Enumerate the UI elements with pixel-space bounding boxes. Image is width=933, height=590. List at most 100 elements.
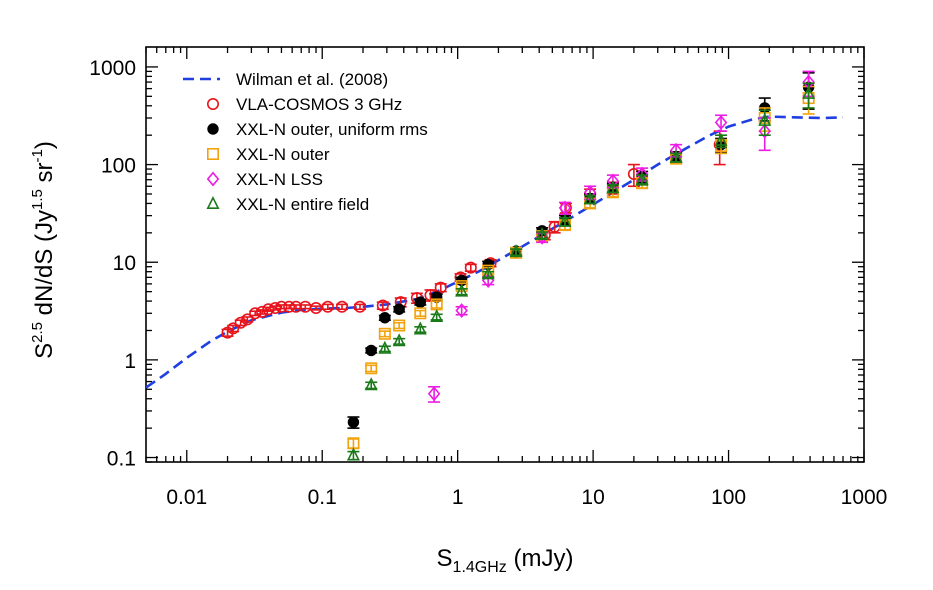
y-axis-title-part: sr: [31, 162, 58, 189]
data-point: [606, 180, 620, 194]
data-point: [548, 220, 561, 234]
y-axis-title: S2.5 dN/dS (Jy1.5 sr-1): [29, 141, 58, 359]
data-point: [669, 149, 683, 163]
plot-series: [146, 70, 844, 461]
point-marker: [414, 296, 427, 308]
point-marker: [430, 308, 444, 322]
data-point: [430, 308, 444, 322]
y-axis-title-part: ): [31, 141, 58, 149]
axis-titles: S1.4GHz (mJy)S2.5 dN/dS (Jy1.5 sr-1): [29, 141, 573, 576]
y-tick-label: 1000: [89, 57, 136, 80]
legend-item: XXL-N outer, uniform rms: [207, 120, 428, 139]
data-point: [413, 321, 427, 335]
data-point: [336, 300, 349, 313]
point-marker: [427, 386, 441, 402]
point-marker: [714, 132, 728, 146]
data-point: [509, 244, 523, 258]
data-point: [376, 299, 389, 312]
point-marker: [669, 149, 683, 163]
data-point: [365, 362, 378, 375]
data-point: [635, 171, 649, 186]
point-marker: [365, 344, 377, 357]
point-marker: [535, 227, 549, 241]
data-point: [481, 266, 495, 280]
y-tick-label: 100: [101, 155, 136, 178]
y-axis-title-part: dN/dS (Jy: [31, 210, 58, 322]
point-marker: [758, 123, 771, 139]
data-point: [802, 82, 816, 109]
data-point: [714, 114, 728, 132]
point-marker: [289, 300, 302, 313]
x-axis-title-main: S: [437, 545, 453, 572]
y-axis-title-part: S: [31, 343, 58, 359]
point-marker: [310, 301, 323, 314]
x-tick-label: 0.01: [166, 486, 207, 509]
data-point: [714, 132, 728, 149]
data-point: [455, 303, 468, 318]
point-marker: [393, 319, 406, 332]
legend-marker-swatch: [207, 98, 220, 111]
point-marker: [353, 300, 366, 313]
x-axis-title-subscript: 1.4GHz: [453, 559, 507, 576]
point-marker: [346, 447, 360, 461]
y-axis-title-part: 1.5: [29, 189, 46, 210]
legend-marker-swatch: [207, 123, 219, 135]
data-point: [455, 283, 469, 297]
point-marker: [414, 307, 427, 320]
data-point: [365, 344, 378, 357]
data-point: [414, 307, 427, 320]
point-marker: [275, 300, 288, 313]
data-point: [464, 261, 477, 274]
legend-item: VLA-COSMOS 3 GHz: [207, 95, 402, 114]
data-point: [393, 303, 406, 315]
y-axis-ticks: 0.1 1 10 100 1000: [89, 57, 864, 471]
point-marker: [321, 300, 334, 313]
data-point: [414, 296, 427, 308]
data-point: [434, 281, 447, 294]
point-marker: [241, 313, 254, 326]
y-axis-title-part: -1: [29, 149, 46, 162]
data-point: [364, 377, 378, 391]
data-point: [535, 227, 549, 241]
legend-item: Wilman et al. (2008): [183, 70, 388, 89]
y-tick-label: 10: [113, 252, 136, 275]
point-marker: [378, 340, 392, 354]
point-marker: [583, 191, 597, 205]
point-marker: [802, 85, 816, 99]
point-marker: [509, 244, 523, 258]
legend-marker-swatch: [207, 148, 220, 161]
x-tick-label: 100: [711, 486, 746, 509]
point-marker: [606, 180, 620, 194]
point-marker: [455, 303, 468, 318]
legend-marker-swatch: [206, 171, 220, 187]
point-marker: [455, 283, 469, 297]
data-point: [234, 316, 247, 329]
data-point: [241, 313, 254, 326]
point-marker: [481, 266, 495, 280]
point-marker: [393, 303, 405, 315]
data-point: [393, 319, 406, 332]
data-point: [378, 312, 391, 324]
data-point: [283, 300, 296, 313]
legend-label: XXL-N outer, uniform rms: [236, 120, 428, 139]
point-marker: [434, 281, 447, 294]
y-tick-label: 1: [124, 350, 136, 373]
x-axis-title-unit: (mJy): [507, 545, 574, 572]
point-marker: [336, 300, 349, 313]
legend: Wilman et al. (2008) VLA-COSMOS 3 GHz XXL-…: [183, 70, 428, 214]
data-point: [347, 416, 360, 429]
point-marker: [758, 112, 772, 126]
point-marker: [413, 321, 427, 335]
x-axis-title: S1.4GHz (mJy): [437, 545, 574, 576]
point-marker: [714, 115, 728, 130]
plot-area-border: [145, 46, 865, 463]
data-point: [627, 163, 640, 188]
point-marker: [635, 171, 649, 185]
legend-label: Wilman et al. (2008): [236, 70, 388, 89]
point-marker: [234, 316, 247, 329]
point-marker: [283, 300, 296, 313]
data-point: [347, 437, 360, 450]
plot-frame: [145, 46, 865, 463]
point-marker: [558, 213, 572, 227]
legend-item: XXL-N LSS: [206, 170, 323, 189]
